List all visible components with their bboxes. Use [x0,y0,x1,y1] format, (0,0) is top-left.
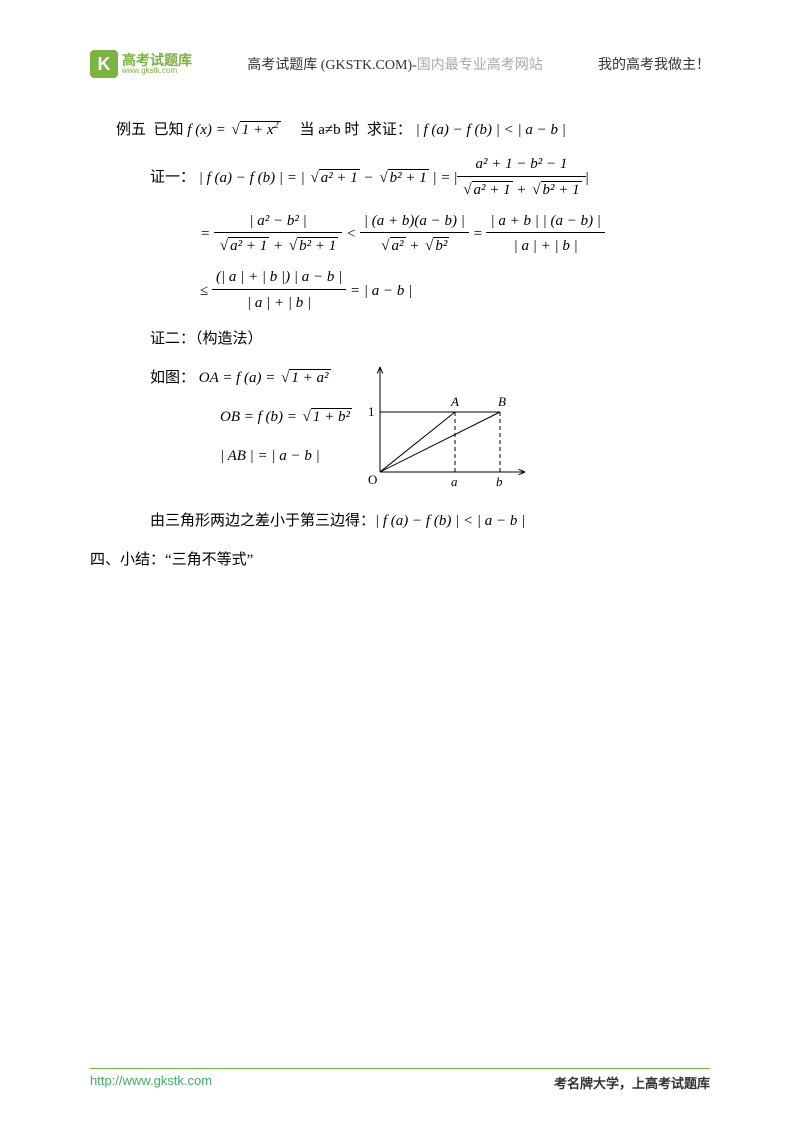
proof1-line3: ≤ (| a | + | b |) | a − b | | a | + | b … [90,266,710,317]
p2-f3-num: | a + b | | (a − b) | [486,210,604,234]
svg-text:a: a [451,474,458,489]
p2-f1-den-b: b² + 1 [297,237,338,254]
sqrt-icon: 1 + a² [279,362,330,395]
ex5-fx-lhs: f (x) = [187,122,229,138]
p2-f2-num: | (a + b)(a − b) | [360,210,469,234]
p3-le: ≤ [200,283,212,299]
p1-minus: − [360,170,378,186]
p1-eq: | = [429,170,455,186]
header-center-black: 高考试题库 (GKSTK.COM)- [247,58,417,73]
page-header: K 高考试题库 www.gkstk.com 高考试题库 (GKSTK.COM)-… [90,50,710,78]
p3-num: (| a | + | b |) | a − b | [212,266,346,290]
p1-expr: | f (a) − f (b) | = | a² + 1 − b² + 1 | … [199,170,589,186]
p2-frac2: | (a + b)(a − b) | a² + b² [360,210,469,261]
p2-lt: < [342,226,360,242]
p3-frac: (| a | + | b |) | a − b | | a | + | b | [212,266,346,317]
sqrt-icon: b² + 1 [530,177,581,204]
svg-text:b: b [496,474,503,489]
sqrt-icon: a² + 1 [461,177,512,204]
proof1-line2: = | a² − b² | a² + 1 + b² + 1 < | (a + b… [90,210,710,261]
triangle-graph: O 1 A Ba b [360,362,530,505]
p2-f1-num: | a² − b² | [214,210,342,234]
sqrt-icon: 1 + x2 [229,114,280,147]
logo-block: K 高考试题库 www.gkstk.com [90,50,192,78]
svg-text:O: O [368,472,377,487]
proof2-body: 如图： OA = f (a) = 1 + a² OB = f (b) = 1 +… [90,362,710,505]
p4-oa: OA = f (a) = [199,370,279,386]
p1-sqrt-a: a² + 1 [319,169,360,186]
proof1-line1: 证一： | f (a) − f (b) | = | a² + 1 − b² + … [90,153,710,204]
p3-eq: = | a − b | [346,283,412,299]
content: 例五 已知 f (x) = 1 + x2 当 a≠b 时 求证： | f (a)… [90,108,710,577]
svg-text:A: A [450,394,459,409]
conclude-math: | f (a) − f (b) | < | a − b | [375,513,525,529]
conclude-text: 由三角形两边之差小于第三边得： [150,513,375,529]
p3-den: | a | + | b | [212,290,346,317]
sqrt-icon: a² + 1 [218,233,269,260]
p2-f2-den-a: a² [390,237,406,254]
logo-icon: K [90,50,118,78]
footer-url: http://www.gkstk.com [90,1073,212,1092]
p4-ob: OB = f (b) = [220,409,301,425]
ex5-claim: | f (a) − f (b) | < | a − b | [416,122,566,138]
logo-text: 高考试题库 www.gkstk.com [122,53,192,75]
page: K 高考试题库 www.gkstk.com 高考试题库 (GKSTK.COM)-… [0,0,800,1132]
sqrt-icon: b² [423,233,449,260]
footer-divider [90,1068,710,1069]
p2-f3-den: | a | + | b | [486,233,604,260]
p4-ob-rad: 1 + b² [311,408,352,425]
logo-url: www.gkstk.com [122,67,192,75]
svg-text:1: 1 [368,404,375,419]
p1-lhs: | f (a) − f (b) | = | [199,170,309,186]
sqrt-icon: 1 + b² [301,401,352,434]
proof2-label: 证二：（构造法） [90,323,710,356]
p1-f1-den-a: a² + 1 [472,181,513,198]
p2-frac1: | a² − b² | a² + 1 + b² + 1 [214,210,342,261]
svg-text:B: B [498,394,506,409]
ex5-when: 当 a≠b 时 [299,122,359,138]
p4-pre: 如图： [150,370,195,386]
p2-frac3: | a + b | | (a − b) | | a | + | b | [486,210,604,261]
summary-line: 四、小结：“三角不等式” [90,544,710,577]
logo-cn: 高考试题库 [122,53,192,67]
p4-oa-rad: 1 + a² [289,369,330,386]
p1-frac1-num: a² + 1 − b² − 1 [457,153,585,177]
sqrt-icon: a² [379,233,405,260]
header-center: 高考试题库 (GKSTK.COM)-国内最专业高考网站 [247,54,543,74]
p4-ab-line: | AB | = | a − b | [150,440,352,473]
p1-sqrt-b: b² + 1 [388,169,429,186]
footer-slogan: 考名牌大学，上高考试题库 [554,1073,710,1092]
p4-ob-line: OB = f (b) = 1 + b² [150,401,352,434]
p2-f1-den-a: a² + 1 [228,237,269,254]
p1-f1-den-b: b² + 1 [541,181,582,198]
p2-eq2: = [469,226,487,242]
header-center-gray: 国内最专业高考网站 [417,58,543,73]
sqrt-icon: b² + 1 [287,233,338,260]
p1-frac1: a² + 1 − b² − 1 a² + 1 + b² + 1 [457,153,585,204]
graph-svg: O 1 A Ba b [360,362,530,492]
sqrt-icon: a² + 1 [308,162,359,195]
example-5-statement: 例五 已知 f (x) = 1 + x2 当 a≠b 时 求证： | f (a)… [90,114,710,147]
page-footer: http://www.gkstk.com 考名牌大学，上高考试题库 [90,1068,710,1092]
p2-f2-den-b: b² [433,237,449,254]
sqrt-icon: b² + 1 [377,162,428,195]
p4-ab: | AB | = | a − b | [220,448,320,464]
ex5-prove: 求证： [367,122,412,138]
footer-row: http://www.gkstk.com 考名牌大学，上高考试题库 [90,1073,710,1092]
p2-eq: = [200,226,214,242]
ex5-known: 已知 [154,122,184,138]
header-right: 我的高考我做主！ [598,54,710,74]
ex5-label: 例五 [116,122,146,138]
proof1-label: 证一： [150,170,195,186]
p4-oa-line: 如图： OA = f (a) = 1 + a² [150,362,352,395]
ex5-fx: f (x) = 1 + x2 [187,122,280,138]
proof2-equations: 如图： OA = f (a) = 1 + a² OB = f (b) = 1 +… [150,362,352,479]
conclusion-line: 由三角形两边之差小于第三边得：| f (a) − f (b) | < | a −… [90,505,710,538]
ex5-fx-rad: 1 + x [242,122,274,138]
p1-f1-den-plus: + [513,182,531,198]
